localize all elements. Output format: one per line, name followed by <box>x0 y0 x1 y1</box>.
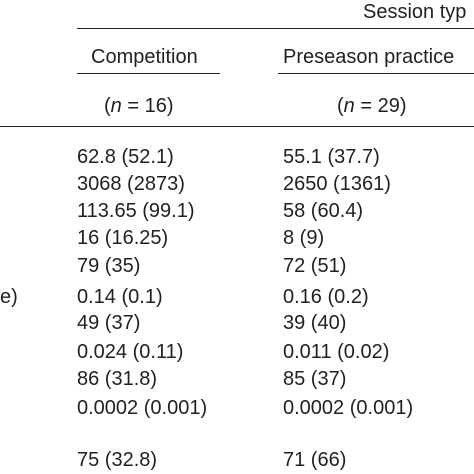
n-symbol: n <box>343 95 355 117</box>
table-cell: 0.011 (0.02) <box>283 341 390 363</box>
table-cell: 8 (9) <box>283 227 325 249</box>
table-cell: 79 (35) <box>77 255 141 277</box>
table-cell: 0.14 (0.1) <box>77 286 163 308</box>
table-cell: 0.0002 (0.001) <box>77 397 208 419</box>
table-cell: 71 (66) <box>283 449 347 471</box>
table-cell: 3068 (2873) <box>77 173 185 195</box>
spanner-header: Session typ <box>363 1 467 23</box>
table-cell: 72 (51) <box>283 255 347 277</box>
table-cell: 0.0002 (0.001) <box>283 397 414 419</box>
column-header-competition: Competition <box>91 46 198 68</box>
header-bottom-rule <box>0 126 474 127</box>
table-cell: 0.024 (0.11) <box>77 341 184 363</box>
table-cell: 39 (40) <box>283 312 347 334</box>
n-open: ( <box>104 95 111 117</box>
table-cell: 49 (37) <box>77 312 141 334</box>
table-cell: 85 (37) <box>283 368 347 390</box>
n-open: ( <box>337 95 344 117</box>
table-cell: 86 (31.8) <box>77 368 158 390</box>
table-cell: 16 (16.25) <box>77 227 169 249</box>
n-symbol: n <box>110 95 122 117</box>
table-cell: 58 (60.4) <box>283 200 364 222</box>
table-cell: 55.1 (37.7) <box>283 146 380 168</box>
table-cell: 0.16 (0.2) <box>283 286 369 308</box>
table-cell: 75 (32.8) <box>77 449 158 471</box>
n-value: = 16) <box>121 95 174 117</box>
column-rule-preseason-practice <box>278 73 474 74</box>
spanner-rule <box>77 28 474 29</box>
sample-size-competition: (n = 16) <box>104 94 174 118</box>
column-header-preseason-practice: Preseason practice <box>283 46 455 68</box>
sample-size-preseason-practice: (n = 29) <box>337 94 407 118</box>
row-label-fragment: e) <box>0 286 18 308</box>
table-cell: 62.8 (52.1) <box>77 146 174 168</box>
n-value: = 29) <box>354 95 407 117</box>
table-cell: 2650 (1361) <box>283 173 391 195</box>
table-cell: 113.65 (99.1) <box>77 200 195 222</box>
column-rule-competition <box>77 73 220 74</box>
